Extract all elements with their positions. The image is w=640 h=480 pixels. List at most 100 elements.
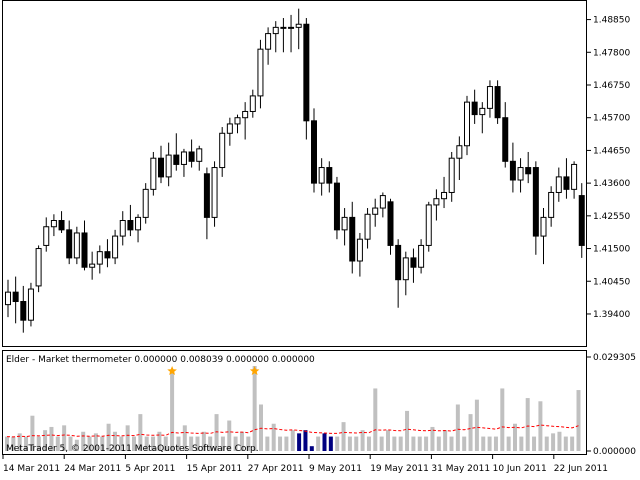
thermometer-bar [468, 414, 473, 451]
candle-body-bear [20, 301, 27, 321]
candle [280, 18, 287, 53]
thermometer-bar [525, 398, 530, 451]
thermometer-bar [341, 422, 346, 451]
thermometer-bar [189, 436, 194, 451]
candle [464, 95, 470, 156]
candle [150, 151, 157, 196]
thermometer-bar [417, 436, 422, 451]
candle [410, 248, 417, 283]
thermometer-stars-group [167, 366, 260, 375]
thermometer-bar [163, 436, 168, 451]
candle-body-bull [548, 191, 555, 218]
candle-body-bull [364, 213, 371, 240]
candle-body-bull [27, 288, 34, 321]
candle-body-bull [555, 176, 562, 193]
candle-body-bull [257, 48, 264, 97]
candle-body-bear [525, 167, 532, 175]
thermometer-bar [252, 365, 257, 451]
candle-body-bull [418, 244, 425, 268]
thermometer-bar [379, 436, 384, 451]
candle [135, 214, 142, 243]
candle [333, 176, 340, 240]
candle [326, 161, 333, 193]
thermometer-bar [544, 436, 549, 451]
candle-body-bull [196, 148, 203, 162]
thermometer-bar [506, 436, 511, 451]
candle [441, 176, 448, 209]
candle [471, 89, 478, 124]
candle [127, 204, 134, 237]
candle [104, 239, 111, 268]
thermometer-bar [182, 425, 187, 451]
candle-body-bull [180, 151, 187, 165]
candle-body-bear [188, 151, 195, 162]
candle [402, 251, 409, 296]
candle [341, 208, 348, 246]
thermometer-bar [74, 439, 79, 451]
time-tick-label: 27 Apr 2011 [248, 464, 304, 474]
candle [509, 142, 516, 193]
thermometer-bar [519, 436, 524, 451]
candle [66, 220, 73, 265]
candle [563, 158, 570, 199]
thermometer-bar [112, 431, 117, 451]
thermometer-bar [386, 430, 390, 451]
thermometer-bar [157, 431, 162, 451]
candle [379, 192, 386, 218]
candle-body-bull [464, 101, 470, 147]
candle-body-bull [165, 154, 172, 178]
candle-body-bull [456, 145, 463, 159]
candle [142, 183, 149, 224]
signal-star-icon [249, 366, 260, 375]
candle-body-bull [226, 123, 233, 134]
candle [540, 208, 547, 265]
candle-body-bull [356, 238, 363, 262]
candle [311, 108, 317, 193]
candle [81, 220, 88, 271]
candle-body-bull [50, 220, 57, 228]
candle-body-bull [234, 117, 241, 125]
candle [188, 139, 195, 168]
candle-body-bear [410, 257, 417, 268]
thermometer-bar [87, 436, 92, 451]
candle [288, 14, 295, 53]
candle-body-bear [58, 220, 65, 231]
thermometer-bar [17, 433, 22, 451]
candle [234, 114, 241, 134]
candle-body-bear [303, 23, 310, 122]
thermometer-bar [132, 436, 136, 451]
thermometer-ma-group [6, 424, 579, 438]
candle-body-bull [211, 167, 218, 218]
candles-group [5, 8, 585, 333]
candle-body-bull [402, 257, 409, 281]
thermometer-bar [424, 436, 429, 451]
thermometer-bar [144, 436, 149, 451]
thermometer-bar [347, 436, 352, 451]
candle-body-bear [333, 182, 340, 231]
thermometer-bar [563, 436, 568, 451]
candle-body-bear [104, 251, 111, 259]
candle [425, 201, 432, 252]
price-tick-label: 1.43600 [593, 179, 630, 189]
price-tick-label: 1.45700 [593, 114, 630, 124]
thermometer-bar [93, 433, 98, 451]
thermometer-bar [322, 433, 327, 451]
candle-body-bull [249, 95, 256, 112]
candle [517, 158, 524, 193]
candle-body-bull [135, 216, 142, 231]
candle [27, 282, 34, 327]
candle-body-bull [441, 191, 448, 200]
thermometer-bar [455, 404, 460, 451]
candle [349, 201, 356, 274]
thermometer-bar [68, 436, 73, 451]
candle [548, 186, 555, 227]
thermometer-bar [214, 414, 219, 451]
price-tick-label: 1.48850 [593, 16, 630, 26]
candle-body-bull [341, 216, 348, 231]
candle-body-bull [43, 226, 50, 246]
signal-star-icon [167, 366, 177, 375]
candle [35, 245, 42, 293]
candle [211, 161, 218, 227]
candle [119, 211, 126, 246]
